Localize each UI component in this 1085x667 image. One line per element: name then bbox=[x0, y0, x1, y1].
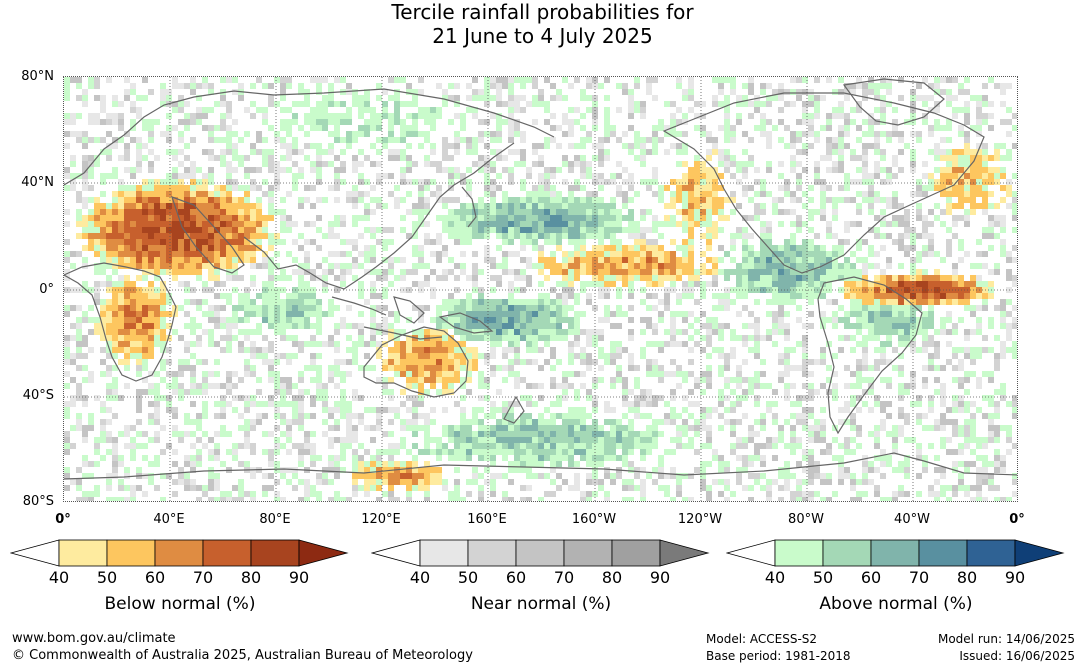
footer-base-period: Base period: 1981-2018 bbox=[706, 649, 851, 663]
footer-model-run: Model run: 14/06/2025 bbox=[937, 632, 1075, 646]
legend-title-below-normal: Below normal (%) bbox=[104, 594, 256, 614]
lat-label-40s: 40°S bbox=[22, 388, 54, 403]
tick-label: 60 bbox=[144, 568, 166, 587]
map-canvas bbox=[64, 77, 1017, 501]
footer-issued: Issued: 16/06/2025 bbox=[959, 649, 1075, 663]
colorbar-extend-high bbox=[1014, 539, 1065, 567]
colorbar-swatch bbox=[419, 539, 469, 567]
colorbar-swatch bbox=[611, 539, 661, 567]
colorbar-ticks-near-normal: 40 50 60 70 80 90 bbox=[371, 568, 711, 587]
colorbar-near-normal bbox=[371, 539, 710, 567]
lat-label-80n: 80°N bbox=[21, 69, 54, 84]
colorbar-swatch bbox=[58, 539, 108, 567]
tick-label: 80 bbox=[601, 568, 623, 587]
colorbar-swatch bbox=[467, 539, 517, 567]
tick-label: 50 bbox=[457, 568, 479, 587]
colorbar-swatch bbox=[202, 539, 252, 567]
tick-label: 90 bbox=[649, 568, 671, 587]
tick-label: 70 bbox=[192, 568, 214, 587]
title-line-1: Tercile rainfall probabilities for bbox=[391, 0, 694, 24]
legend-title-above-normal: Above normal (%) bbox=[819, 594, 973, 614]
lat-label-40n: 40°N bbox=[21, 175, 54, 190]
probability-map bbox=[63, 76, 1018, 502]
colorbar-ticks-above-normal: 40 50 60 70 80 90 bbox=[726, 568, 1066, 587]
lat-label-0: 0° bbox=[39, 282, 54, 297]
colorbar-swatch bbox=[250, 539, 300, 567]
tick-label: 90 bbox=[1004, 568, 1026, 587]
colorbar-swatch bbox=[918, 539, 968, 567]
tick-label: 50 bbox=[96, 568, 118, 587]
lon-label-120e: 120°E bbox=[361, 512, 401, 527]
footer-copyright: © Commonwealth of Australia 2025, Austra… bbox=[12, 648, 473, 663]
legend-title-near-normal: Near normal (%) bbox=[470, 594, 612, 614]
tick-label: 70 bbox=[908, 568, 930, 587]
lon-label-0-left: 0° bbox=[55, 512, 71, 527]
colorbar-below-normal bbox=[10, 539, 349, 567]
tick-label: 80 bbox=[240, 568, 262, 587]
colorbar-extend-low bbox=[10, 539, 60, 567]
tick-label: 70 bbox=[553, 568, 575, 587]
lon-label-80e: 80°E bbox=[259, 512, 291, 527]
map-title: Tercile rainfall probabilities for 21 Ju… bbox=[0, 0, 1085, 48]
colorbar-above-normal bbox=[726, 539, 1065, 567]
colorbar-extend-low bbox=[726, 539, 776, 567]
tick-label: 80 bbox=[956, 568, 978, 587]
tick-label: 90 bbox=[288, 568, 310, 587]
tick-label: 50 bbox=[812, 568, 834, 587]
lon-label-120w: 120°W bbox=[677, 512, 723, 527]
colorbar-swatch bbox=[563, 539, 613, 567]
tick-label: 60 bbox=[860, 568, 882, 587]
graticule bbox=[64, 77, 1017, 501]
coastlines bbox=[64, 78, 1017, 480]
legend-below-normal: 40 50 60 70 80 90 bbox=[10, 538, 350, 587]
legend-above-normal: 40 50 60 70 80 90 bbox=[726, 538, 1066, 587]
colorbar-extend-low bbox=[371, 539, 421, 567]
tick-label: 40 bbox=[48, 568, 70, 587]
colorbar-swatch bbox=[966, 539, 1016, 567]
colorbar-swatch bbox=[822, 539, 872, 567]
lon-label-80w: 80°W bbox=[788, 512, 824, 527]
tick-label: 40 bbox=[764, 568, 786, 587]
title-line-2: 21 June to 4 July 2025 bbox=[432, 24, 653, 48]
colorbar-ticks-below-normal: 40 50 60 70 80 90 bbox=[10, 568, 350, 587]
lon-label-160e: 160°E bbox=[467, 512, 507, 527]
footer-url: www.bom.gov.au/climate bbox=[12, 631, 176, 646]
tick-label: 60 bbox=[505, 568, 527, 587]
colorbar-swatch bbox=[515, 539, 565, 567]
colorbar-swatch bbox=[106, 539, 156, 567]
tick-label: 40 bbox=[409, 568, 431, 587]
lon-label-40e: 40°E bbox=[153, 512, 185, 527]
lon-label-160w: 160°W bbox=[571, 512, 617, 527]
footer-model: Model: ACCESS-S2 bbox=[706, 632, 818, 646]
lat-label-80s: 80°S bbox=[22, 494, 54, 509]
legend-near-normal: 40 50 60 70 80 90 bbox=[371, 538, 711, 587]
colorbar-swatch bbox=[154, 539, 204, 567]
colorbar-extend-high bbox=[298, 539, 349, 567]
lon-label-0-right: 0° bbox=[1009, 512, 1025, 527]
colorbar-swatch bbox=[870, 539, 920, 567]
colorbar-swatch bbox=[774, 539, 824, 567]
colorbar-extend-high bbox=[659, 539, 710, 567]
lon-label-40w: 40°W bbox=[894, 512, 930, 527]
